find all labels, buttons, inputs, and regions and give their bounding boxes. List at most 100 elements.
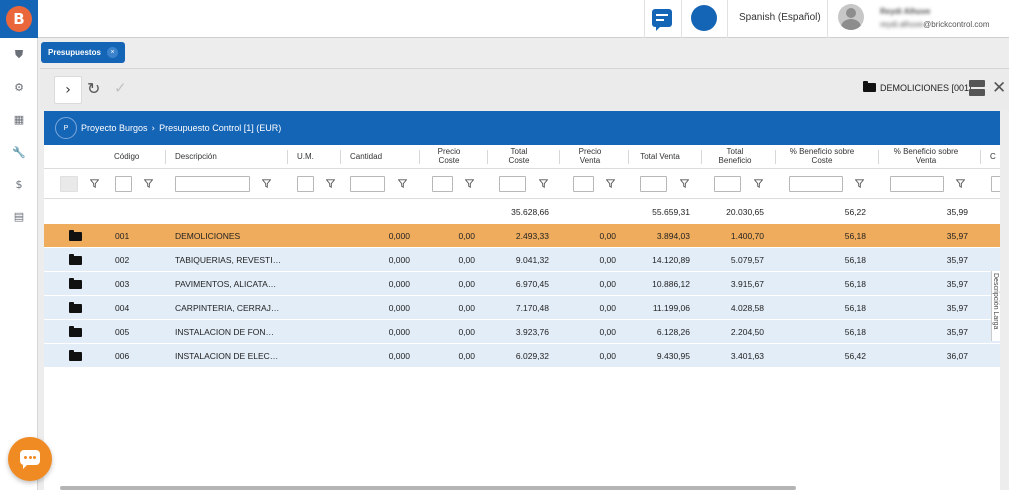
cell-pct-coste: 56,18: [844, 254, 866, 265]
tab-presupuestos[interactable]: Presupuestos ×: [41, 42, 125, 63]
cell-total-beneficio: 3.401,63: [730, 350, 764, 361]
user-avatar[interactable]: [838, 4, 864, 30]
cell-cantidad: 0,000: [388, 278, 410, 289]
filter-icon[interactable]: [754, 179, 763, 188]
cell-precio-venta: 0,00: [599, 254, 616, 265]
refresh-icon[interactable]: ↻: [87, 79, 101, 98]
expand-button[interactable]: ›: [54, 76, 82, 104]
column-header-precio-venta[interactable]: Precio Venta: [578, 147, 602, 165]
cell-pct-coste: 56,18: [844, 278, 866, 289]
cell-codigo: 004: [115, 302, 130, 313]
filter-icon[interactable]: [326, 179, 335, 188]
table-row[interactable]: 001 DEMOLICIONES 0,000 0,00 2.493,33 0,00 3.89…: [44, 224, 1000, 248]
cell-precio-venta: 0,00: [599, 230, 616, 241]
cell-total-coste: 3.923,76: [515, 326, 549, 337]
user-email: reydi.alhuve@brickcontrol.com: [880, 20, 990, 29]
cell-precio-coste: 0,00: [458, 326, 475, 337]
filter-icon[interactable]: [680, 179, 689, 188]
column-header-extra[interactable]: C: [990, 151, 996, 161]
filter-input-codigo[interactable]: [115, 176, 132, 192]
user-email-local: reydi.alhuve: [880, 20, 924, 29]
cell-cantidad: 0,000: [388, 254, 410, 265]
column-header-pct-venta[interactable]: % Beneficio sobre Venta: [893, 147, 959, 165]
filter-icon[interactable]: [606, 179, 615, 188]
confirm-icon[interactable]: ✓: [114, 79, 127, 97]
cell-codigo: 005: [115, 326, 130, 337]
cell-descripcion: CARPINTERIA, CERRAJ…: [175, 302, 280, 313]
breadcrumb-budget[interactable]: Presupuesto Control [1] (EUR): [159, 123, 282, 133]
cell-pct-venta: 35,97: [946, 278, 968, 289]
filter-input-total-beneficio[interactable]: [714, 176, 741, 192]
dollar-icon[interactable]: $: [15, 177, 23, 191]
filter-input-precio-coste[interactable]: [432, 176, 453, 192]
cell-total-beneficio: 3.915,67: [730, 278, 764, 289]
filter-icon[interactable]: [144, 179, 153, 188]
app-logo[interactable]: B: [0, 0, 38, 38]
folder-icon: [863, 81, 876, 92]
gear-icon[interactable]: ⚙: [14, 80, 24, 94]
filter-input-precio-venta[interactable]: [573, 176, 594, 192]
cell-pct-coste: 56,18: [844, 326, 866, 337]
filter-icon[interactable]: [956, 179, 965, 188]
cell-total-coste: 6.970,45: [515, 278, 549, 289]
cell-precio-coste: 0,00: [458, 302, 475, 313]
messages-icon[interactable]: [652, 9, 672, 31]
cell-pct-venta: 35,97: [946, 230, 968, 241]
table-header: Código Descripción U.M. Cantidad Precio …: [44, 145, 1000, 169]
filter-input-cantidad[interactable]: [350, 176, 385, 192]
shield-icon[interactable]: ⛊: [14, 48, 24, 61]
building-icon[interactable]: ▦: [13, 112, 25, 126]
filter-icon[interactable]: [855, 179, 864, 188]
side-panel-label: Descripción Larga: [992, 273, 999, 330]
table-row[interactable]: 005 INSTALACION DE FON… 0,000 0,00 3.923,76 0…: [44, 320, 1000, 344]
cell-total-coste: 9.041,32: [515, 254, 549, 265]
filter-input-um[interactable]: [297, 176, 314, 192]
status-indicator[interactable]: [691, 5, 717, 31]
column-header-pct-coste[interactable]: % Beneficio sobre Coste: [789, 147, 855, 165]
side-panel-tab[interactable]: Descripción Larga: [991, 271, 1000, 341]
cell-cantidad: 0,000: [388, 230, 410, 241]
filter-icon[interactable]: [465, 179, 474, 188]
filter-icon[interactable]: [398, 179, 407, 188]
layout-icon[interactable]: [969, 80, 985, 96]
column-header-total-beneficio[interactable]: Total Beneficio: [718, 147, 752, 165]
close-icon[interactable]: ×: [107, 47, 118, 58]
column-header-total-coste[interactable]: Total Coste: [508, 147, 530, 165]
folder-icon: [69, 302, 82, 313]
table-row[interactable]: 002 TABIQUERIAS, REVESTI… 0,000 0,00 9.041,3…: [44, 248, 1000, 272]
table-row[interactable]: 006 INSTALACION DE ELEC… 0,000 0,00 6.029,32…: [44, 344, 1000, 368]
column-header-precio-coste[interactable]: Precio Coste: [437, 147, 461, 165]
cell-total-venta: 10.886,12: [652, 278, 690, 289]
cell-precio-venta: 0,00: [599, 326, 616, 337]
filter-input-total-coste[interactable]: [499, 176, 526, 192]
column-header-descripcion[interactable]: Descripción: [175, 151, 217, 161]
filter-icon[interactable]: [539, 179, 548, 188]
filter-input-pct-venta[interactable]: [890, 176, 944, 192]
horizontal-scrollbar[interactable]: [60, 486, 796, 490]
filter-input-extra[interactable]: [991, 176, 1000, 192]
breadcrumb-bar: P Proyecto Burgos › Presupuesto Control [1…: [44, 111, 1000, 145]
filter-input-descripcion[interactable]: [175, 176, 250, 192]
breadcrumb-project[interactable]: Proyecto Burgos: [81, 123, 148, 133]
chat-button[interactable]: [8, 437, 52, 481]
column-header-codigo[interactable]: Código: [114, 151, 140, 161]
document-icon[interactable]: ▤: [13, 209, 25, 223]
table-row[interactable]: 004 CARPINTERIA, CERRAJ… 0,000 0,00 7.170,48…: [44, 296, 1000, 320]
close-icon[interactable]: ✕: [992, 78, 1007, 98]
column-header-um[interactable]: U.M.: [297, 151, 314, 161]
filter-input-pct-coste[interactable]: [789, 176, 843, 192]
column-header-cantidad[interactable]: Cantidad: [350, 151, 383, 161]
divider: [727, 0, 728, 38]
table-row[interactable]: 003 PAVIMENTOS, ALICATA… 0,000 0,00 6.970,45…: [44, 272, 1000, 296]
breadcrumb: Proyecto Burgos › Presupuesto Control [1] …: [81, 123, 281, 134]
project-badge[interactable]: P: [55, 117, 77, 139]
select-all-checkbox[interactable]: [60, 176, 78, 192]
filter-icon[interactable]: [90, 179, 99, 188]
column-header-total-venta[interactable]: Total Venta: [640, 151, 680, 161]
total-pct-coste: 56,22: [844, 207, 866, 217]
filter-input-total-venta[interactable]: [640, 176, 667, 192]
cell-precio-coste: 0,00: [458, 350, 475, 361]
filter-icon[interactable]: [262, 179, 271, 188]
language-selector[interactable]: Spanish (Español): [739, 12, 821, 23]
wrench-icon[interactable]: 🔧: [12, 145, 26, 159]
